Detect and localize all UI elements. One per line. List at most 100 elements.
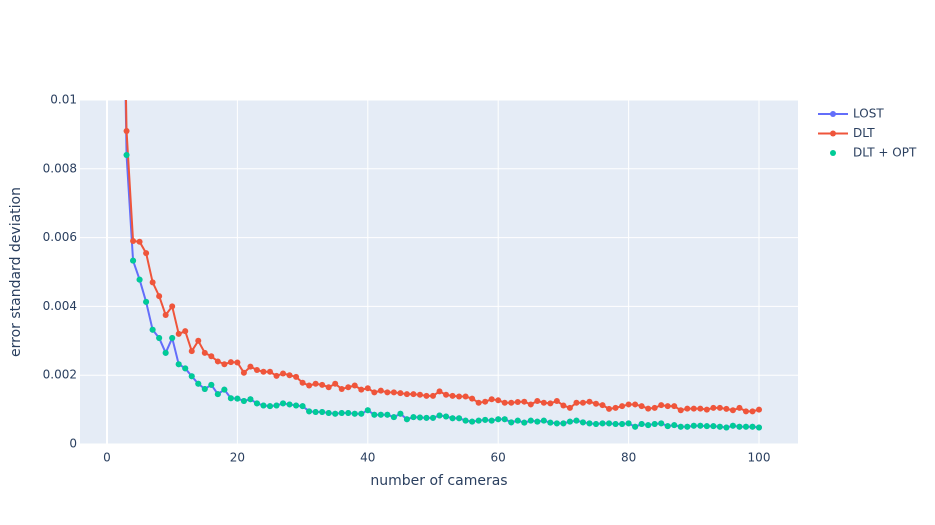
marker bbox=[240, 398, 247, 404]
marker bbox=[547, 419, 554, 426]
marker bbox=[253, 367, 260, 374]
marker bbox=[514, 417, 521, 424]
marker bbox=[742, 408, 749, 415]
marker bbox=[749, 408, 756, 415]
marker bbox=[371, 389, 378, 396]
marker bbox=[227, 359, 234, 366]
marker bbox=[195, 337, 202, 344]
marker bbox=[130, 257, 137, 264]
y-tick-label: 0 bbox=[69, 437, 77, 451]
marker bbox=[521, 398, 528, 405]
marker bbox=[175, 361, 182, 368]
marker bbox=[469, 395, 476, 402]
marker bbox=[553, 398, 560, 404]
marker bbox=[253, 400, 260, 407]
marker bbox=[384, 389, 391, 396]
marker bbox=[664, 403, 671, 410]
marker bbox=[586, 398, 593, 405]
marker bbox=[475, 417, 482, 424]
marker bbox=[169, 335, 176, 342]
marker bbox=[175, 330, 182, 337]
marker bbox=[423, 392, 430, 399]
marker bbox=[390, 389, 397, 396]
marker bbox=[469, 418, 476, 425]
marker bbox=[332, 410, 339, 417]
y-tick-label: 0.01 bbox=[50, 93, 77, 107]
marker bbox=[162, 349, 169, 356]
marker bbox=[710, 404, 717, 411]
marker bbox=[566, 404, 573, 411]
x-tick-label: 20 bbox=[230, 451, 245, 465]
marker bbox=[723, 405, 730, 412]
marker bbox=[632, 423, 639, 430]
marker bbox=[606, 405, 613, 412]
marker bbox=[319, 409, 326, 416]
marker bbox=[227, 395, 234, 402]
legend-label: LOST bbox=[853, 107, 884, 121]
marker bbox=[377, 387, 384, 394]
marker bbox=[306, 408, 313, 415]
marker bbox=[377, 411, 384, 418]
legend-label: DLT + OPT bbox=[853, 146, 917, 160]
marker bbox=[527, 417, 534, 424]
marker bbox=[358, 386, 365, 393]
marker bbox=[306, 382, 313, 389]
marker bbox=[651, 421, 658, 428]
marker bbox=[540, 417, 547, 424]
marker bbox=[221, 361, 228, 368]
marker bbox=[234, 359, 241, 366]
marker bbox=[351, 382, 358, 389]
marker bbox=[208, 353, 215, 360]
marker bbox=[632, 401, 639, 408]
marker bbox=[553, 420, 560, 427]
marker bbox=[638, 403, 645, 410]
marker bbox=[280, 400, 287, 407]
marker bbox=[345, 410, 352, 417]
marker bbox=[312, 409, 319, 416]
marker bbox=[169, 303, 176, 310]
marker bbox=[143, 250, 150, 257]
marker bbox=[756, 406, 763, 413]
marker bbox=[410, 414, 417, 421]
marker bbox=[214, 358, 221, 365]
marker bbox=[123, 152, 130, 159]
marker bbox=[462, 417, 469, 424]
x-tick-label: 60 bbox=[491, 451, 506, 465]
marker bbox=[573, 399, 580, 406]
x-tick-label: 80 bbox=[621, 451, 636, 465]
marker bbox=[260, 368, 267, 375]
legend-label: DLT bbox=[853, 126, 875, 140]
marker bbox=[430, 414, 437, 421]
marker bbox=[599, 420, 606, 427]
marker bbox=[149, 326, 156, 333]
marker bbox=[384, 411, 391, 418]
marker bbox=[697, 405, 704, 412]
marker bbox=[658, 420, 665, 427]
marker bbox=[521, 419, 528, 426]
marker bbox=[188, 348, 195, 355]
marker bbox=[756, 424, 763, 431]
marker bbox=[710, 423, 717, 430]
marker bbox=[123, 127, 130, 134]
marker bbox=[293, 373, 300, 380]
marker bbox=[410, 391, 417, 398]
marker bbox=[488, 396, 495, 403]
marker bbox=[560, 420, 567, 427]
marker bbox=[456, 415, 463, 422]
marker bbox=[612, 404, 619, 411]
marker bbox=[299, 379, 306, 386]
marker bbox=[619, 421, 626, 428]
marker bbox=[240, 369, 247, 376]
marker bbox=[677, 407, 684, 414]
marker bbox=[729, 407, 736, 414]
marker bbox=[534, 418, 541, 425]
y-tick-label: 0.004 bbox=[43, 299, 77, 313]
marker bbox=[677, 423, 684, 430]
marker bbox=[221, 386, 228, 393]
marker bbox=[593, 421, 600, 428]
marker bbox=[280, 370, 287, 377]
marker bbox=[443, 391, 450, 398]
marker bbox=[208, 381, 215, 388]
marker bbox=[482, 416, 489, 423]
marker bbox=[716, 404, 723, 411]
